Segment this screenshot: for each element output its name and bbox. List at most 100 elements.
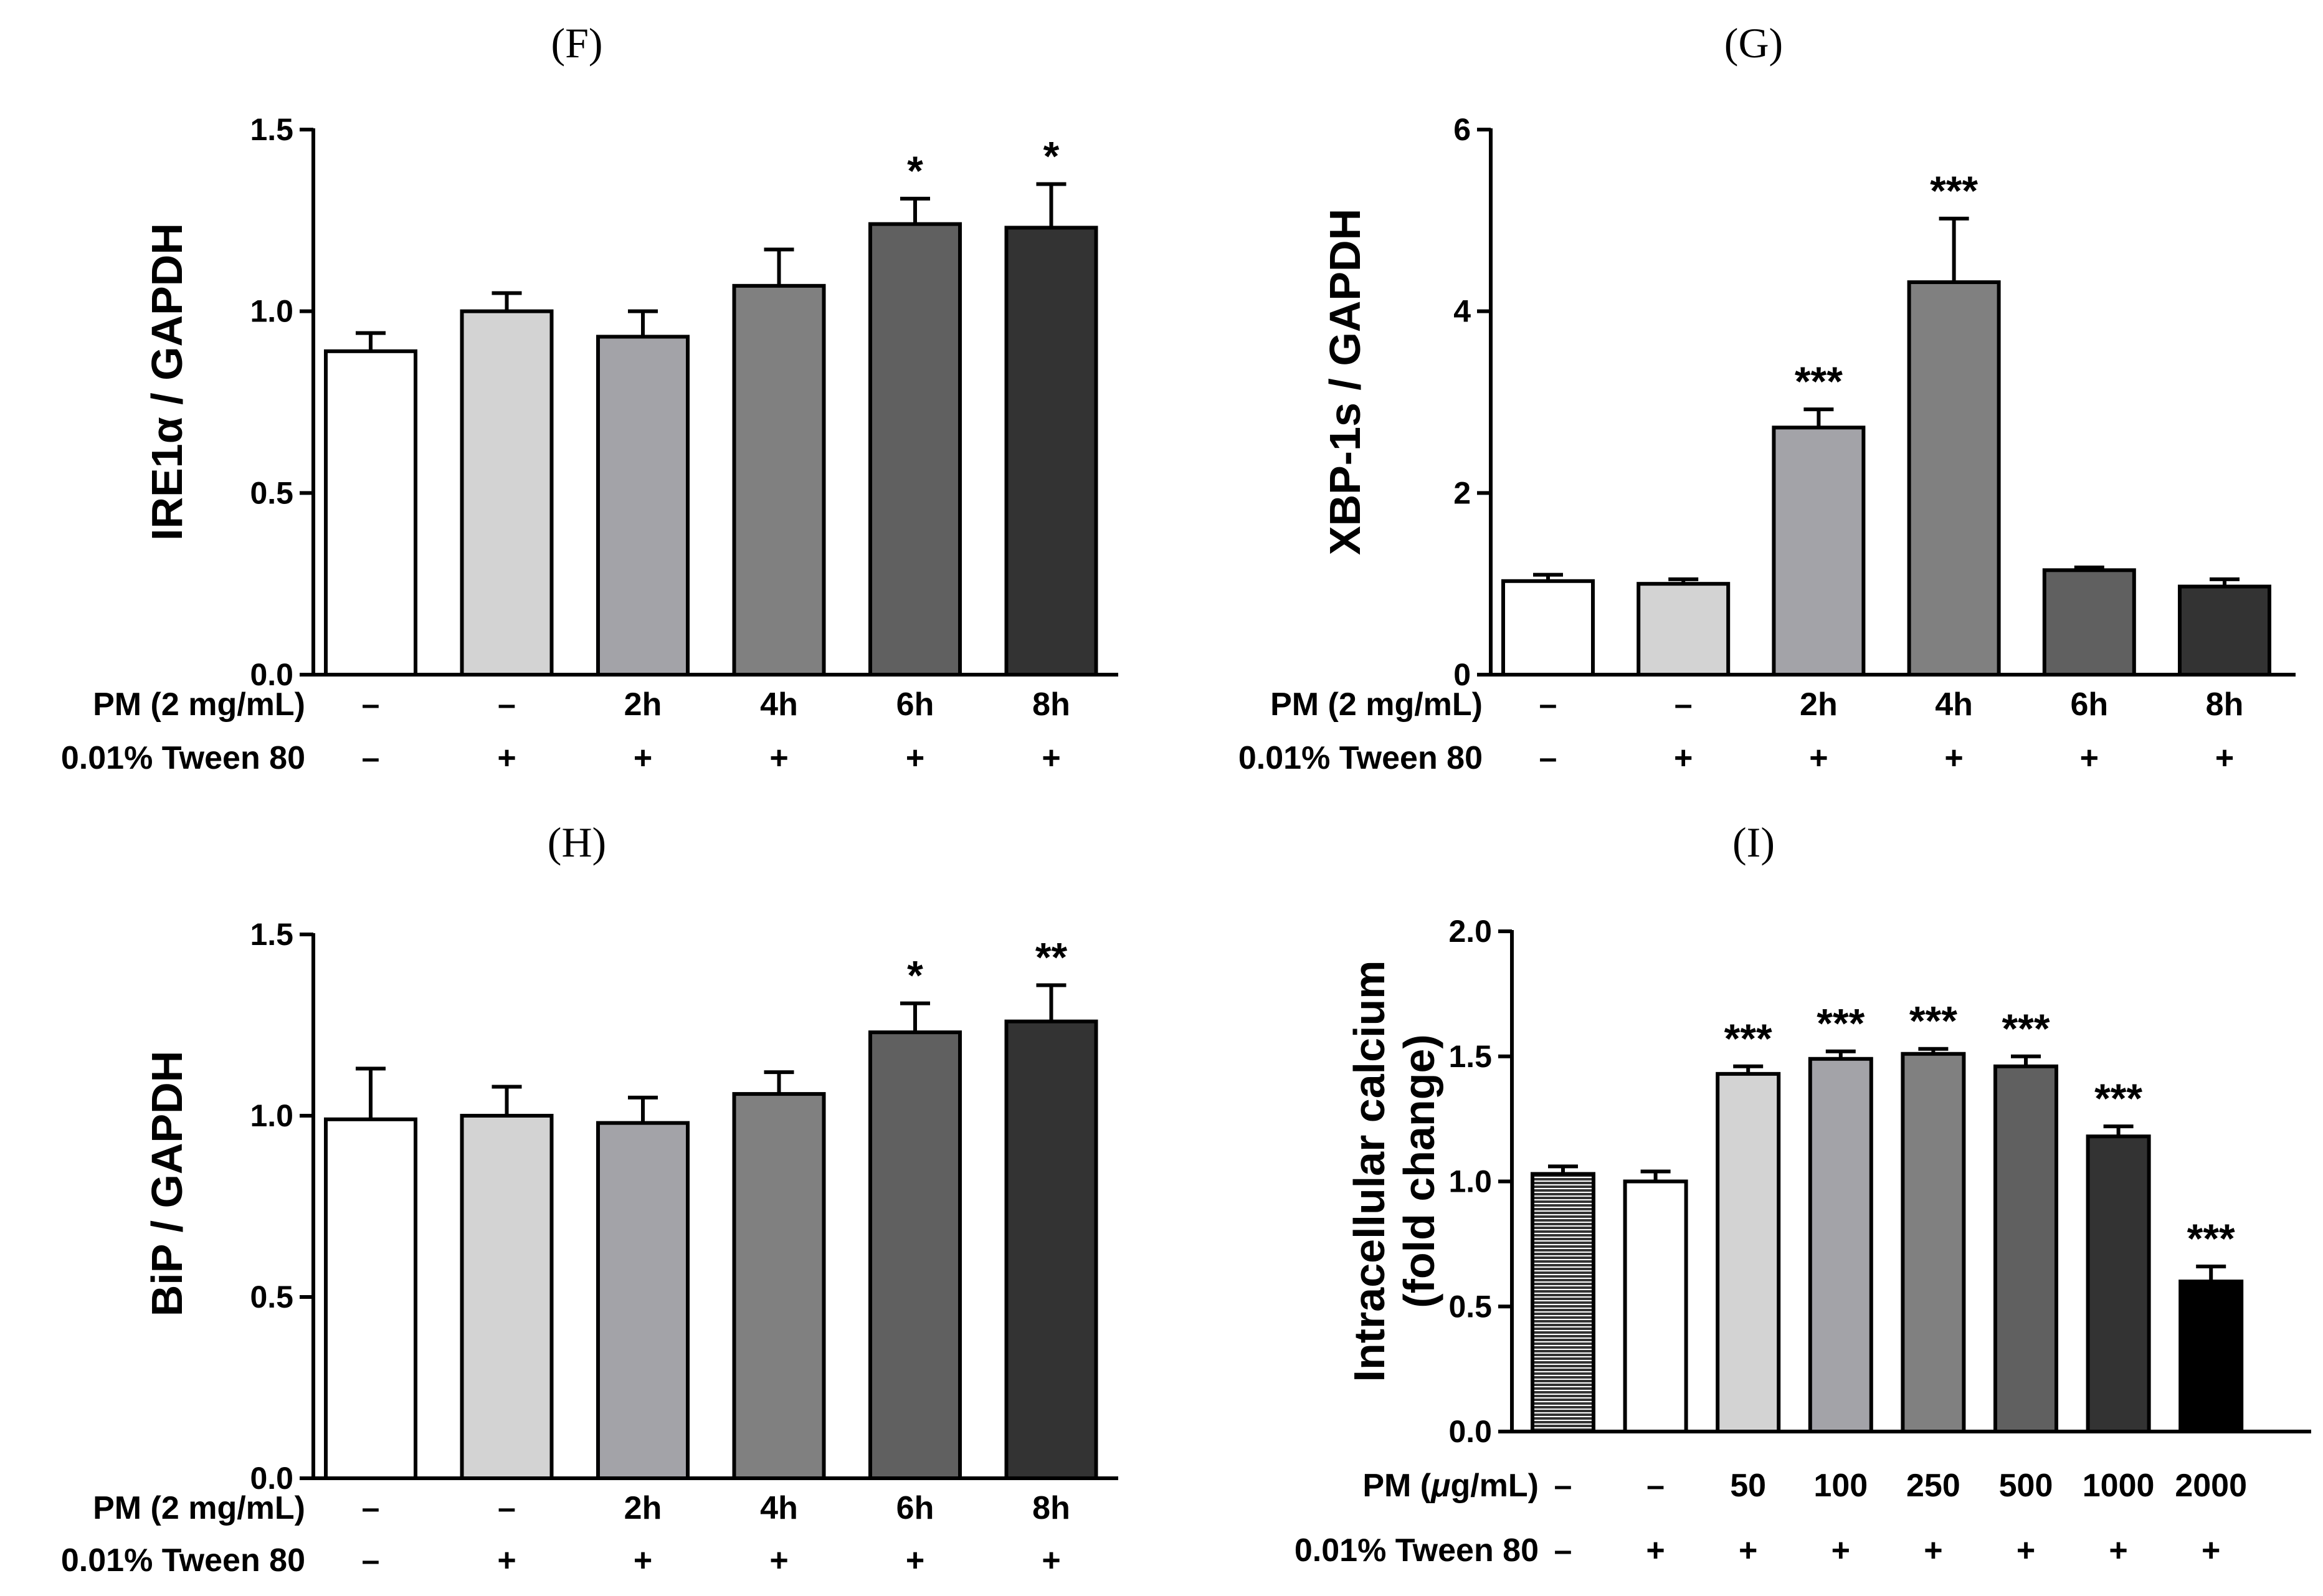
condition-row2-value: + [497,1542,516,1579]
condition-row1-value: – [1646,1468,1665,1504]
panel-g-row2-label: 0.01% Tween 80 [1238,740,1483,776]
condition-row2-value: + [769,740,788,776]
condition-row2-value: + [1944,740,1963,776]
condition-row1-value: 500 [1999,1468,2053,1504]
y-tick-label: 2 [1453,475,1471,510]
condition-row1-value: – [1554,1468,1572,1504]
y-tick-label: 0.0 [1448,1414,1492,1449]
significance-label: *** [1724,1015,1772,1062]
condition-row1-value: 2h [624,686,662,723]
bar [1637,582,1731,677]
y-tick-label: 1.5 [1448,1039,1492,1074]
condition-row2-value: + [634,740,652,776]
panel-i-row1-label: PM (μg/mL) [1362,1468,1539,1504]
y-tick-label: 2.0 [1448,914,1492,949]
condition-row1-value: 6h [2070,686,2108,723]
condition-row1-value: – [1675,686,1693,723]
panel-i-ylabel-line1: Intracellular calcium [1345,961,1394,1382]
y-tick-label: 0 [1453,657,1471,692]
y-tick-label: 1.0 [1448,1164,1492,1199]
condition-row1-value: 6h [896,686,934,723]
bar [460,309,554,677]
panel-h: (H) BiP / GAPDH 0.0 0.5 1.0 1.5 – – – +2h +4h + * 6… [61,819,1118,1579]
condition-row1-value: – [1539,686,1557,723]
y-tick-label: 0.0 [250,657,293,692]
panel-g: (G) XBP-1s / GAPDH 0 2 4 6 – – – + *** 2h + *** 4h +6… [1238,19,2296,776]
bar [2178,1280,2244,1434]
significance-label: * [907,148,923,194]
panel-f-row1-label: PM (2 mg/mL) [93,686,305,723]
condition-row1-value: 1000 [2083,1468,2155,1504]
condition-row2-value: + [497,740,516,776]
condition-row2-value: + [1646,1532,1665,1569]
bar [1907,280,2001,677]
condition-row2-value: + [1831,1532,1850,1569]
y-tick-label: 1.5 [250,112,293,147]
bar [868,1030,962,1480]
condition-row2-value: + [2202,1532,2220,1569]
bar [1993,1064,2058,1434]
condition-row2-value: + [906,1542,924,1579]
condition-row2-value: – [1539,740,1557,776]
bar [324,349,417,677]
panel-i-row1-label-b: g/mL) [1450,1468,1539,1504]
panel-i: (I) Intracellular calcium (fold change) … [1295,819,2311,1569]
condition-row2-value: – [362,740,380,776]
bar [732,1092,826,1480]
panel-f-row2-label: 0.01% Tween 80 [61,740,305,776]
condition-row1-value: 2h [624,1490,662,1526]
significance-label: *** [1795,358,1843,404]
bar [596,1121,690,1480]
panel-g-row1-label: PM (2 mg/mL) [1270,686,1483,723]
bar [324,1117,417,1480]
y-tick-label: 0.5 [1448,1289,1492,1324]
panel-i-label: (I) [1732,819,1775,866]
condition-row1-value: 50 [1730,1468,1766,1504]
bar [596,335,690,677]
bar [1808,1057,1873,1433]
significance-label: * [907,952,923,999]
bar [460,1114,554,1480]
panel-i-marks: 0.0 0.5 1.0 1.5 2.0 – – – + *** 50 + *** 100 + *** 250 + *… [1448,914,2311,1569]
bar [1716,1071,1781,1433]
condition-row2-value: + [1739,1532,1757,1569]
y-tick-label: 4 [1453,294,1471,329]
significance-label: ** [1035,934,1068,980]
significance-label: *** [1909,998,1957,1044]
significance-label: *** [2002,1005,2050,1052]
condition-row1-value: – [362,686,380,723]
condition-row2-value: + [634,1542,652,1579]
bar [868,222,962,677]
condition-row2-value: + [769,1542,788,1579]
condition-row2-value: + [2080,740,2099,776]
panel-i-row2-label: 0.01% Tween 80 [1295,1532,1539,1569]
panel-h-label: (H) [548,819,606,866]
bar [732,283,826,677]
significance-label: * [1043,133,1060,179]
significance-label: *** [2187,1215,2235,1261]
condition-row1-value: 250 [1906,1468,1960,1504]
y-tick-label: 6 [1453,112,1471,147]
condition-row1-value: 4h [1935,686,1973,723]
condition-row1-value: 8h [2206,686,2244,723]
y-tick-label: 1.0 [250,294,293,329]
panel-i-row1-label-a: PM ( [1362,1468,1431,1504]
panel-h-row1-label: PM (2 mg/mL) [93,1490,305,1526]
significance-label: *** [1817,1000,1865,1047]
bar [2178,584,2271,677]
condition-row1-value: – [362,1490,380,1526]
panel-h-row2-label: 0.01% Tween 80 [61,1542,305,1579]
bar [1531,1172,1595,1433]
panel-g-label: (G) [1724,19,1783,67]
condition-row1-value: 6h [896,1490,934,1526]
panel-i-ylabel-line2: (fold change) [1395,1034,1443,1308]
condition-row1-value: 100 [1813,1468,1868,1504]
condition-row2-value: + [2017,1532,2035,1569]
panel-f: (F) IRE1α / GAPDH 0.0 0.5 1.0 1.5 – – – +2h +4h +… [61,19,1118,776]
significance-label: *** [1930,168,1978,214]
panel-f-label: (F) [551,19,602,67]
condition-row2-value: + [2109,1532,2127,1569]
condition-row1-value: 2h [1800,686,1838,723]
condition-row1-value: – [498,686,516,723]
condition-row2-value: + [1042,1542,1060,1579]
